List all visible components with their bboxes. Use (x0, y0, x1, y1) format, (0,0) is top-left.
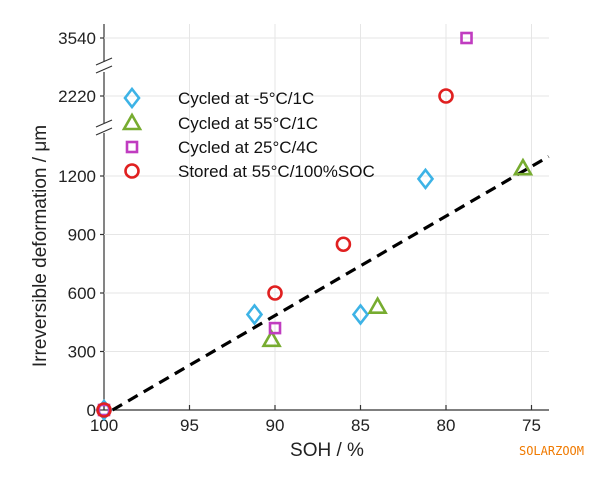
grid-lines (104, 24, 549, 410)
y-tick-label: 600 (68, 284, 96, 303)
data-point-triangle (512, 157, 534, 176)
legend: Cycled at -5°C/1C Cycled at 55°C/1C Cycl… (121, 86, 375, 181)
data-point-triangle (261, 329, 282, 348)
legend-label-series-3: Cycled at 25°C/4C (178, 138, 318, 157)
legend-label-series-4: Stored at 55°C/100%SOC (178, 162, 375, 181)
y-tick-label: 1200 (58, 167, 96, 186)
data-point-square (97, 403, 111, 417)
x-tick-label: 75 (522, 416, 541, 435)
legend-marker-circle (124, 163, 140, 179)
legend-marker-triangle (121, 112, 143, 131)
legend-markers (121, 86, 143, 179)
x-tick-label: 90 (266, 416, 285, 435)
legend-label-series-1: Cycled at -5°C/1C (178, 89, 314, 108)
axis-break-upper (95, 57, 113, 74)
x-tick-label: 85 (351, 416, 370, 435)
x-tick-label: 95 (180, 416, 199, 435)
y-tick-label: 900 (68, 226, 96, 245)
x-tick-label: 80 (437, 416, 456, 435)
data-point-circle (267, 285, 283, 301)
fit-line-layer (111, 155, 550, 412)
axes-frame (95, 24, 549, 411)
fit-trend-line (111, 155, 550, 412)
data-point-diamond (245, 303, 264, 326)
data-point-square (268, 321, 282, 335)
y-tick-labels: 0 300 600 900 1200 2220 3540 (58, 29, 104, 420)
y-tick-label: 300 (68, 343, 96, 362)
legend-marker-square (125, 140, 139, 154)
y-tick-label: 0 (87, 401, 96, 420)
data-point-circle (96, 402, 112, 418)
x-tick-label: 100 (90, 416, 118, 435)
data-point-circle (438, 88, 454, 104)
y-axis-label: Irreversible deformation / μm (30, 125, 51, 367)
data-point-triangle (367, 296, 388, 314)
data-point-diamond (416, 167, 435, 191)
data-markers (95, 31, 534, 422)
data-point-circle (335, 236, 352, 253)
legend-label-series-2: Cycled at 55°C/1C (178, 114, 318, 133)
y-tick-label: 3540 (58, 29, 96, 48)
x-tick-labels: 100 95 90 85 80 75 (90, 405, 541, 435)
watermark-text: SOLARZOOM (518, 444, 584, 458)
axis-break-lower (95, 119, 113, 136)
y-tick-label: 2220 (58, 87, 96, 106)
data-point-diamond (351, 303, 370, 326)
legend-marker-diamond (123, 86, 141, 110)
data-point-square (460, 31, 473, 45)
x-axis-label: SOH / % (290, 440, 364, 461)
